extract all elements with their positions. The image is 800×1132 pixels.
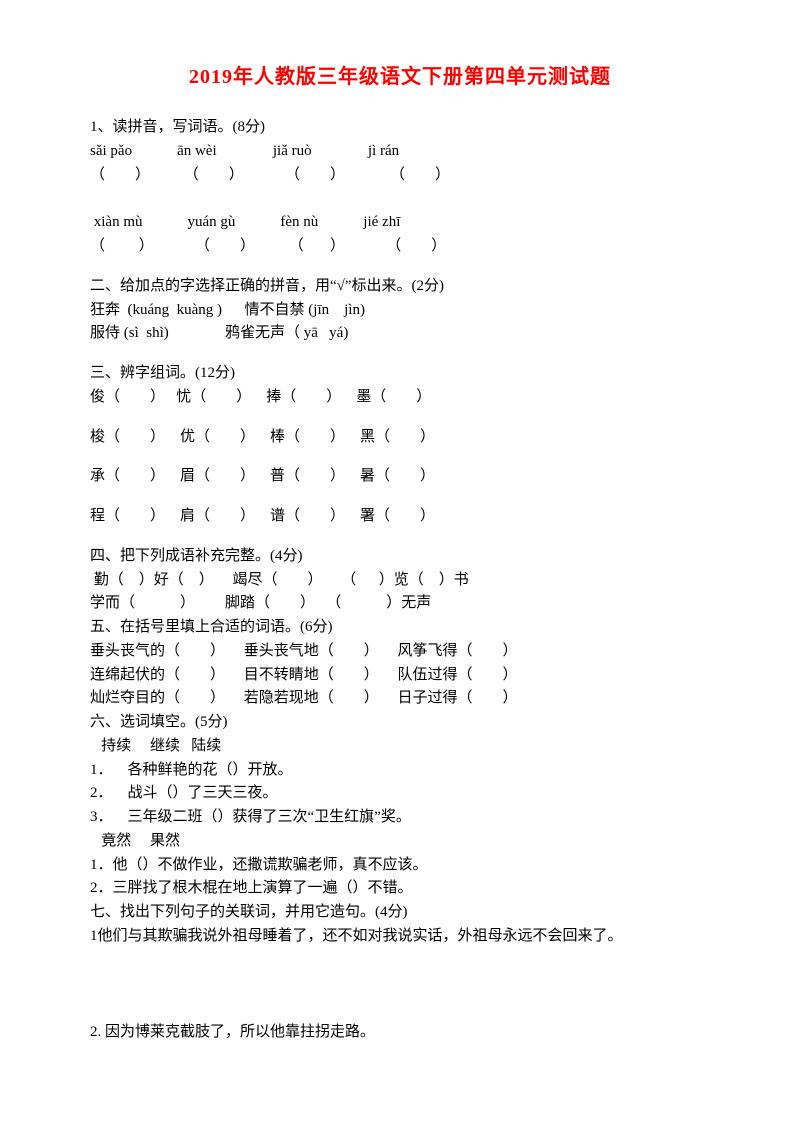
q6-setA-words: 持续 继续 陆续 [90,736,710,758]
q3-heading: 三、辨字组词。(12分) [90,363,710,385]
q5-line3: 灿烂夺目的（ ） 若隐若现地（ ） 日子过得（ ） [90,688,710,710]
q1-row1-pinyin: sǎi pǎo ān wèi jiǎ ruò jì rán [90,141,710,163]
q2-heading: 二、给加点的字选择正确的拼音，用“√”标出来。(2分) [90,276,710,298]
q6-b2: 2．三胖找了根木棍在地上演算了一遍（）不错。 [90,878,710,900]
exam-page: 2019年人教版三年级语文下册第四单元测试题 1、读拼音，写词语。(8分) sǎ… [0,0,800,1085]
q1-row2-paren: （ ） （ ） （ ） （ ） [90,236,710,258]
q4-heading: 四、把下列成语补充完整。(4分) [90,546,710,568]
q7-s1: 1他们与其欺骗我说外祖母睡着了，还不如对我说实话，外祖母永远不会回来了。 [90,926,710,948]
q4-line1: 勤（ ）好（ ） 竭尽（ ） （ ）览（ ）书 [90,570,710,592]
q1-row1-paren: （ ） （ ） （ ） （ ） [90,165,710,187]
q6-a1: 1． 各种鲜艳的花（）开放。 [90,760,710,782]
q3-r3: 承（ ） 眉（ ） 普（ ） 暑（ ） [90,466,710,488]
q3-r1: 俊（ ） 忧（ ） 捧（ ） 墨（ ） [90,387,710,409]
q4-line2: 学而（ ） 脚踏（ ） （ ）无声 [90,593,710,615]
q2-line1: 狂奔 (kuáng kuàng ) 情不自禁 (jīn jìn) [90,300,710,322]
q5-line2: 连绵起伏的（ ） 目不转睛地（ ） 队伍过得（ ） [90,665,710,687]
q6-b1: 1．他（）不做作业，还撒谎欺骗老师，真不应该。 [90,855,710,877]
q5-heading: 五、在括号里填上合适的词语。(6分) [90,617,710,639]
q6-heading: 六、选词填空。(5分) [90,712,710,734]
q6-a2: 2． 战斗（）了三天三夜。 [90,783,710,805]
q7-s2: 2. 因为博莱克截肢了，所以他靠拄拐走路。 [90,1022,710,1044]
q3-r4: 程（ ） 肩（ ） 谱（ ） 署（ ） [90,506,710,528]
q7-heading: 七、找出下列句子的关联词，并用它造句。(4分) [90,902,710,924]
q3-r2: 梭（ ） 优（ ） 棒（ ） 黑（ ） [90,427,710,449]
exam-title: 2019年人教版三年级语文下册第四单元测试题 [90,60,710,89]
q1-heading: 1、读拼音，写词语。(8分) [90,117,710,139]
q6-a3: 3． 三年级二班（）获得了三次“卫生红旗”奖。 [90,807,710,829]
q6-setB-words: 竟然 果然 [90,831,710,853]
q5-line1: 垂头丧气的（ ） 垂头丧气地（ ） 风筝飞得（ ） [90,641,710,663]
q2-line2: 服侍 (sì shì) 鸦雀无声（ yā yá) [90,323,710,345]
q1-row2-pinyin: xiàn mù yuán gù fèn nù jié zhī [90,212,710,234]
